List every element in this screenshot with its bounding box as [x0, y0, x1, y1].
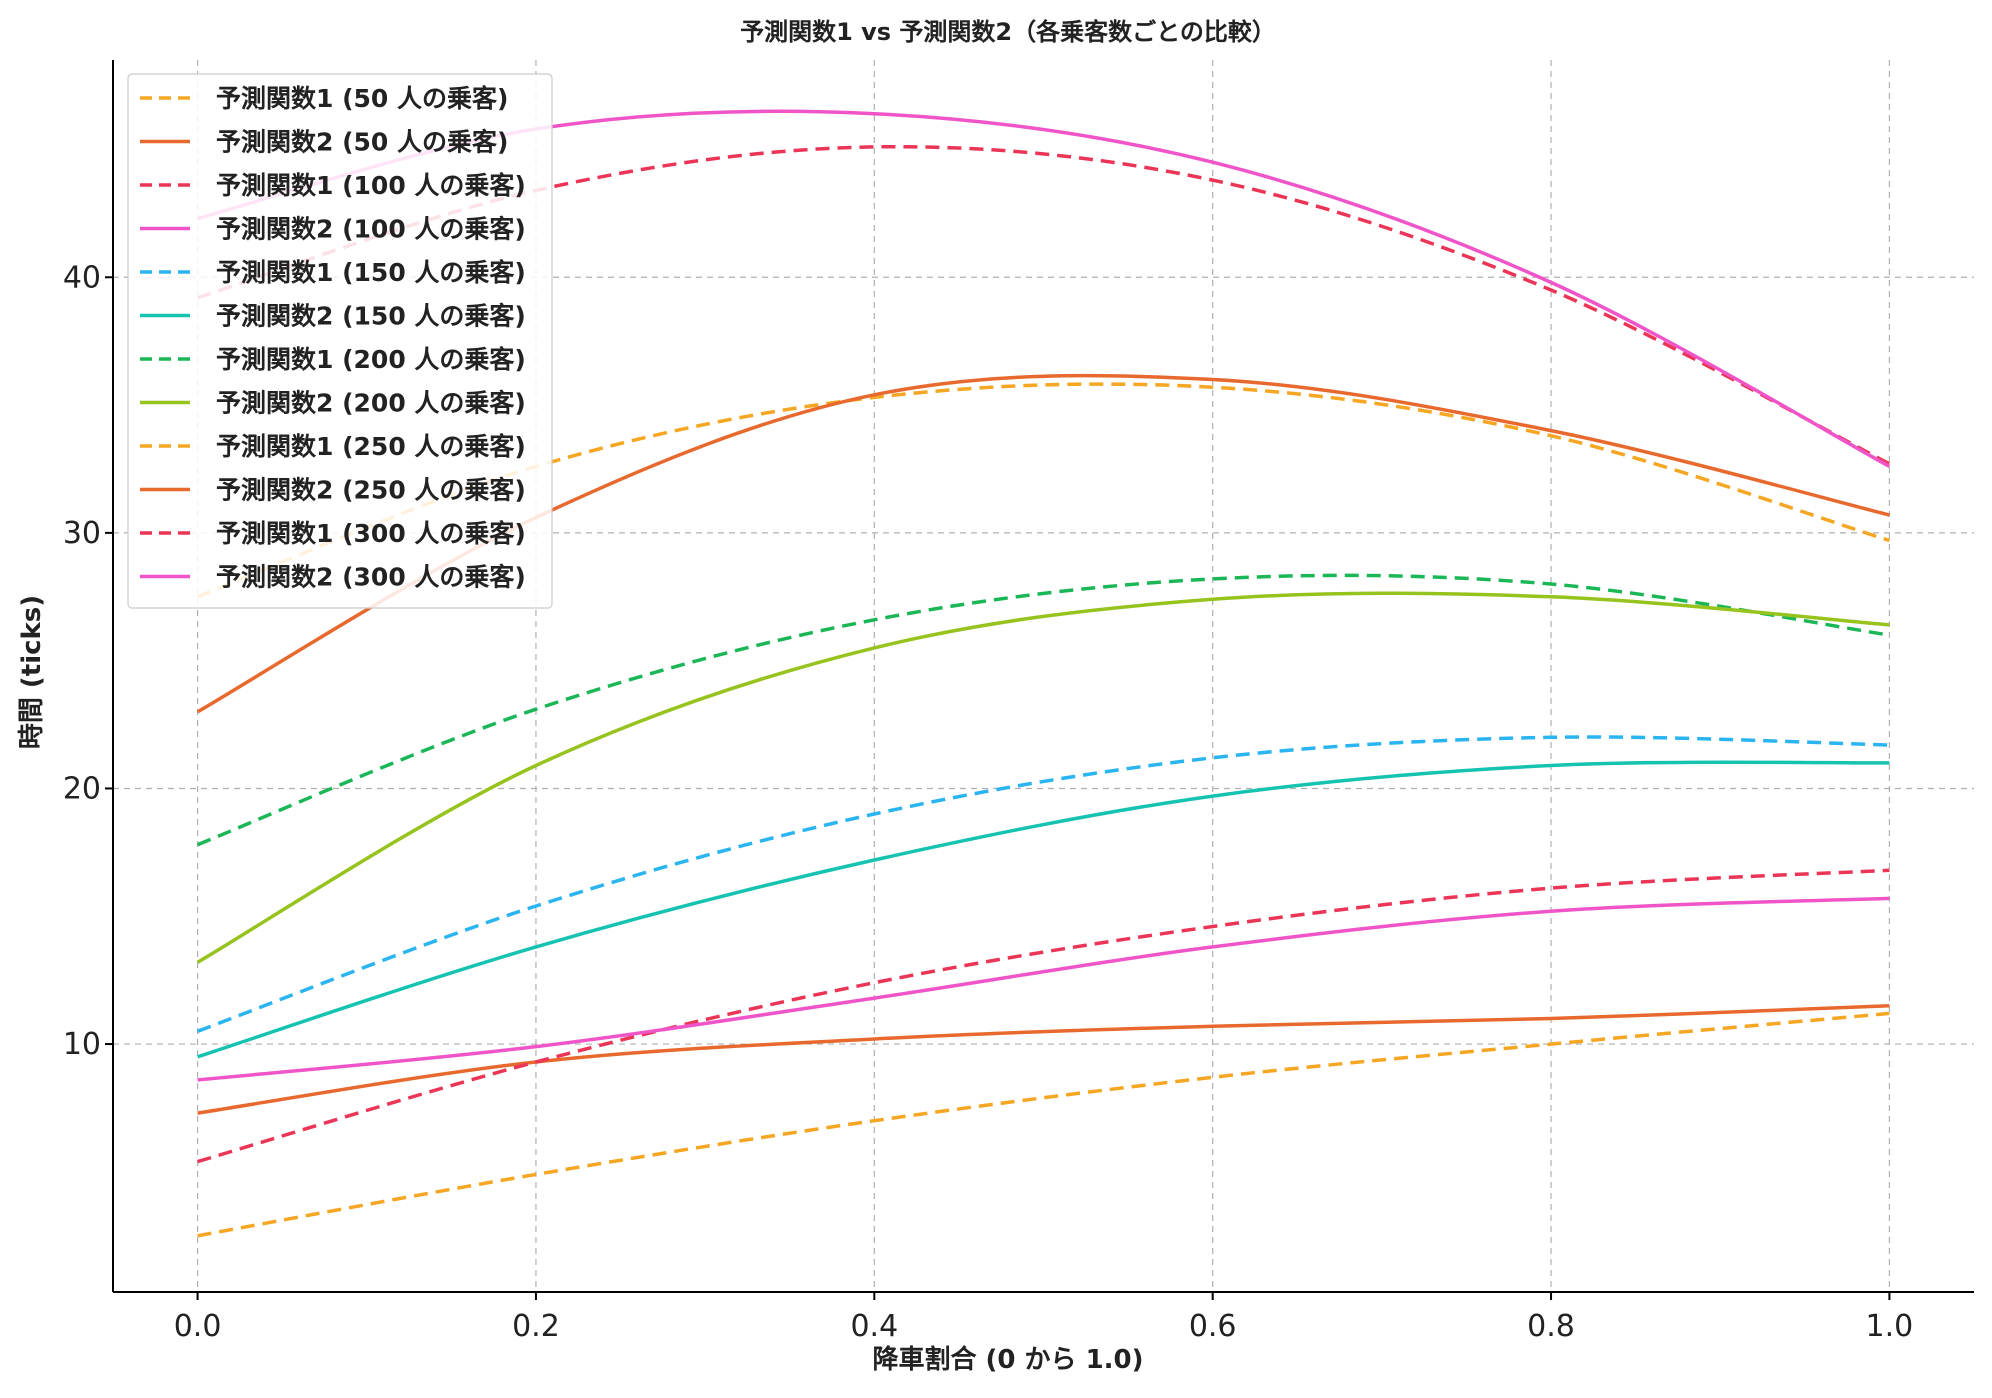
x-tick-label: 1.0 — [1866, 1309, 1914, 1344]
legend-label: 予測関数2 (150 人の乗客) — [216, 302, 526, 331]
legend-label: 予測関数1 (200 人の乗客) — [216, 345, 526, 374]
legend-label: 予測関数2 (300 人の乗客) — [216, 563, 526, 592]
legend-label: 予測関数1 (250 人の乗客) — [216, 432, 526, 461]
x-tick-label: 0.0 — [174, 1309, 222, 1344]
ticks: 0.0 0.2 0.4 0.6 0.8 1.0 10 20 30 40 — [63, 260, 1913, 1344]
y-axis-label: 時間 (ticks) — [17, 595, 47, 749]
series-line — [197, 1011, 1890, 1238]
x-tick-label: 0.2 — [512, 1309, 560, 1344]
legend-label: 予測関数2 (50 人の乗客) — [216, 128, 508, 157]
series-line — [197, 1003, 1890, 1115]
x-tick-label: 0.8 — [1527, 1309, 1575, 1344]
y-tick-label: 40 — [63, 260, 101, 295]
series-line — [197, 760, 1890, 1059]
x-axis-label: 降車割合 (0 から 1.0) — [872, 1344, 1143, 1375]
series-line — [196, 591, 1890, 964]
y-tick-label: 10 — [63, 1027, 101, 1062]
legend-label: 予測関数2 (250 人の乗客) — [216, 476, 526, 505]
legend: 予測関数1 (50 人の乗客) 予測関数2 (50 人の乗客) 予測関数1 (100… — [127, 73, 553, 609]
x-tick-label: 0.4 — [850, 1309, 898, 1344]
x-tick-label: 0.6 — [1189, 1309, 1237, 1344]
legend-box — [127, 73, 553, 609]
series-line — [197, 896, 1890, 1082]
series-line — [196, 573, 1890, 847]
legend-label: 予測関数1 (100 人の乗客) — [216, 171, 526, 200]
legend-label: 予測関数2 (100 人の乗客) — [216, 215, 526, 244]
y-tick-label: 30 — [63, 516, 101, 551]
axes — [112, 60, 1974, 1293]
series-line — [197, 868, 1890, 1164]
legend-label: 予測関数1 (150 人の乗客) — [216, 258, 526, 287]
series-line — [196, 735, 1890, 1033]
legend-label: 予測関数2 (200 人の乗客) — [216, 389, 526, 418]
y-tick-label: 20 — [63, 771, 101, 806]
chart-title: 予測関数1 vs 予測関数2（各乗客数ごとの比較） — [740, 18, 1276, 46]
legend-label: 予測関数1 (50 人の乗客) — [216, 84, 508, 113]
legend-label: 予測関数1 (300 人の乗客) — [216, 519, 526, 548]
